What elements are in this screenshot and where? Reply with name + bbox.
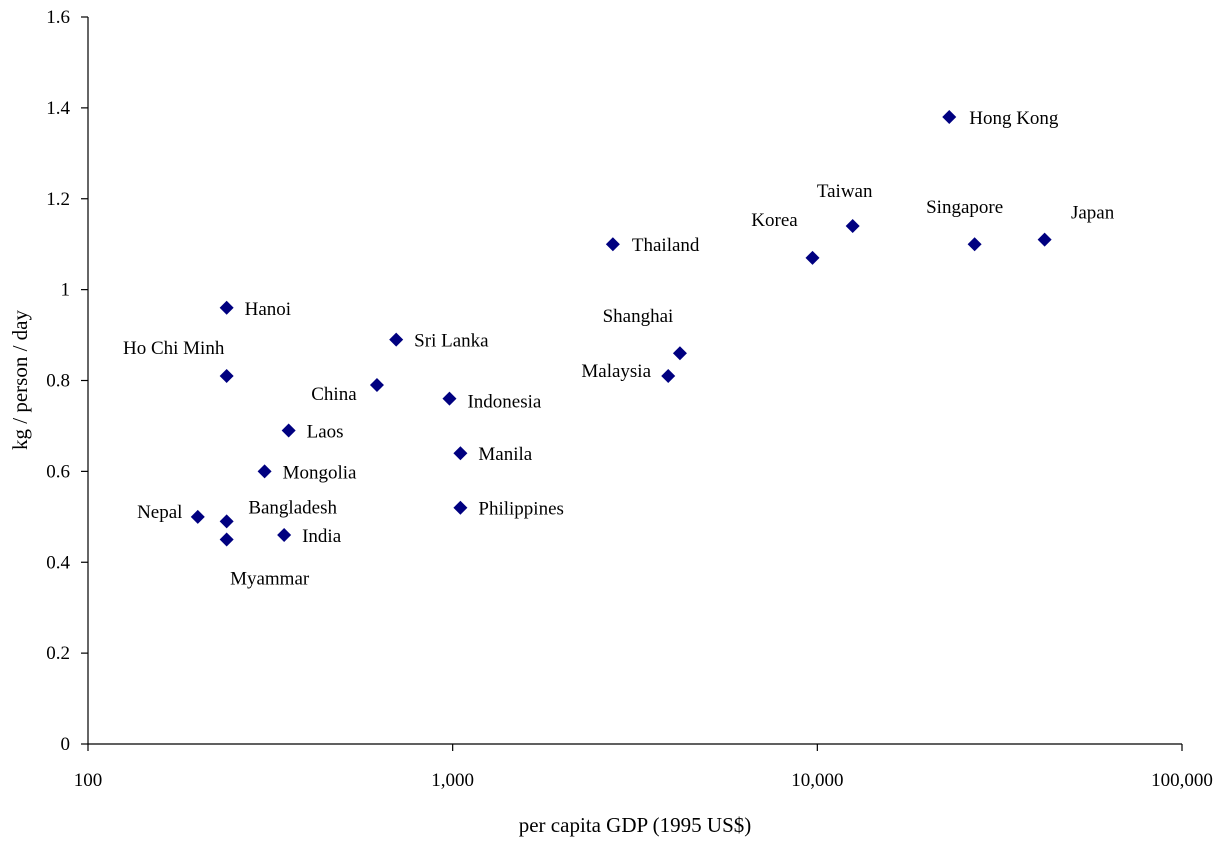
data-point xyxy=(442,391,457,406)
point-label: Myammar xyxy=(230,569,310,590)
data-point xyxy=(281,423,296,438)
y-tick-label: 0.4 xyxy=(46,552,70,573)
data-point xyxy=(661,368,676,383)
point-label: Thailand xyxy=(632,235,700,256)
data-point xyxy=(389,332,404,347)
x-tick-label: 1,000 xyxy=(431,770,474,791)
point-label: Taiwan xyxy=(817,181,873,202)
point-label: Sri Lanka xyxy=(414,331,489,352)
point-label: Hong Kong xyxy=(969,108,1059,129)
y-tick-label: 0.2 xyxy=(46,643,70,664)
data-point xyxy=(219,300,234,315)
data-point xyxy=(942,109,957,124)
point-label: Nepal xyxy=(137,502,182,523)
data-point xyxy=(219,368,234,383)
data-point xyxy=(605,237,620,252)
point-label: China xyxy=(311,384,357,405)
point-labels: Hong Kong Taiwan Singapore Japan Korea Thaila… xyxy=(123,108,1115,590)
y-tick-label: 1 xyxy=(61,280,71,301)
data-point xyxy=(219,532,234,547)
y-tick-label: 0 xyxy=(61,734,71,755)
data-point xyxy=(369,378,384,393)
point-label: Korea xyxy=(751,210,798,231)
y-tick-label: 0.6 xyxy=(46,461,70,482)
axes: 0 0.2 0.4 0.6 0.8 1 1.2 1.4 1.6 100 1,000 10,000 100… xyxy=(46,7,1213,791)
point-label: Manila xyxy=(478,444,532,465)
data-point xyxy=(1037,232,1052,247)
data-point xyxy=(219,514,234,529)
x-tick-label: 10,000 xyxy=(791,770,843,791)
point-label: Shanghai xyxy=(603,306,674,327)
y-tick-label: 1.4 xyxy=(46,98,70,119)
point-label: India xyxy=(302,526,342,547)
point-label: Laos xyxy=(307,421,344,442)
data-point xyxy=(453,446,468,461)
data-point xyxy=(453,500,468,515)
point-label: Ho Chi Minh xyxy=(123,338,225,359)
y-tick-label: 1.6 xyxy=(46,7,70,28)
point-label: Malaysia xyxy=(581,361,651,382)
data-point xyxy=(190,509,205,524)
data-point xyxy=(277,527,292,542)
point-label: Japan xyxy=(1071,203,1115,224)
y-tick-label: 0.8 xyxy=(46,371,70,392)
data-point xyxy=(257,464,272,479)
x-tick-label: 100,000 xyxy=(1151,770,1213,791)
data-point xyxy=(845,219,860,234)
y-axis-title: kg / person / day xyxy=(8,310,32,450)
x-tick-label: 100 xyxy=(74,770,103,791)
point-label: Mongolia xyxy=(283,462,357,483)
data-points xyxy=(190,109,1052,547)
data-point xyxy=(967,237,982,252)
x-axis-title: per capita GDP (1995 US$) xyxy=(519,813,752,837)
point-label: Indonesia xyxy=(467,392,541,413)
point-label: Bangladesh xyxy=(248,497,337,518)
data-point xyxy=(805,250,820,265)
point-label: Philippines xyxy=(478,499,564,520)
y-tick-label: 1.2 xyxy=(46,189,70,210)
data-point xyxy=(672,346,687,361)
point-label: Singapore xyxy=(926,197,1003,218)
point-label: Hanoi xyxy=(245,299,291,320)
